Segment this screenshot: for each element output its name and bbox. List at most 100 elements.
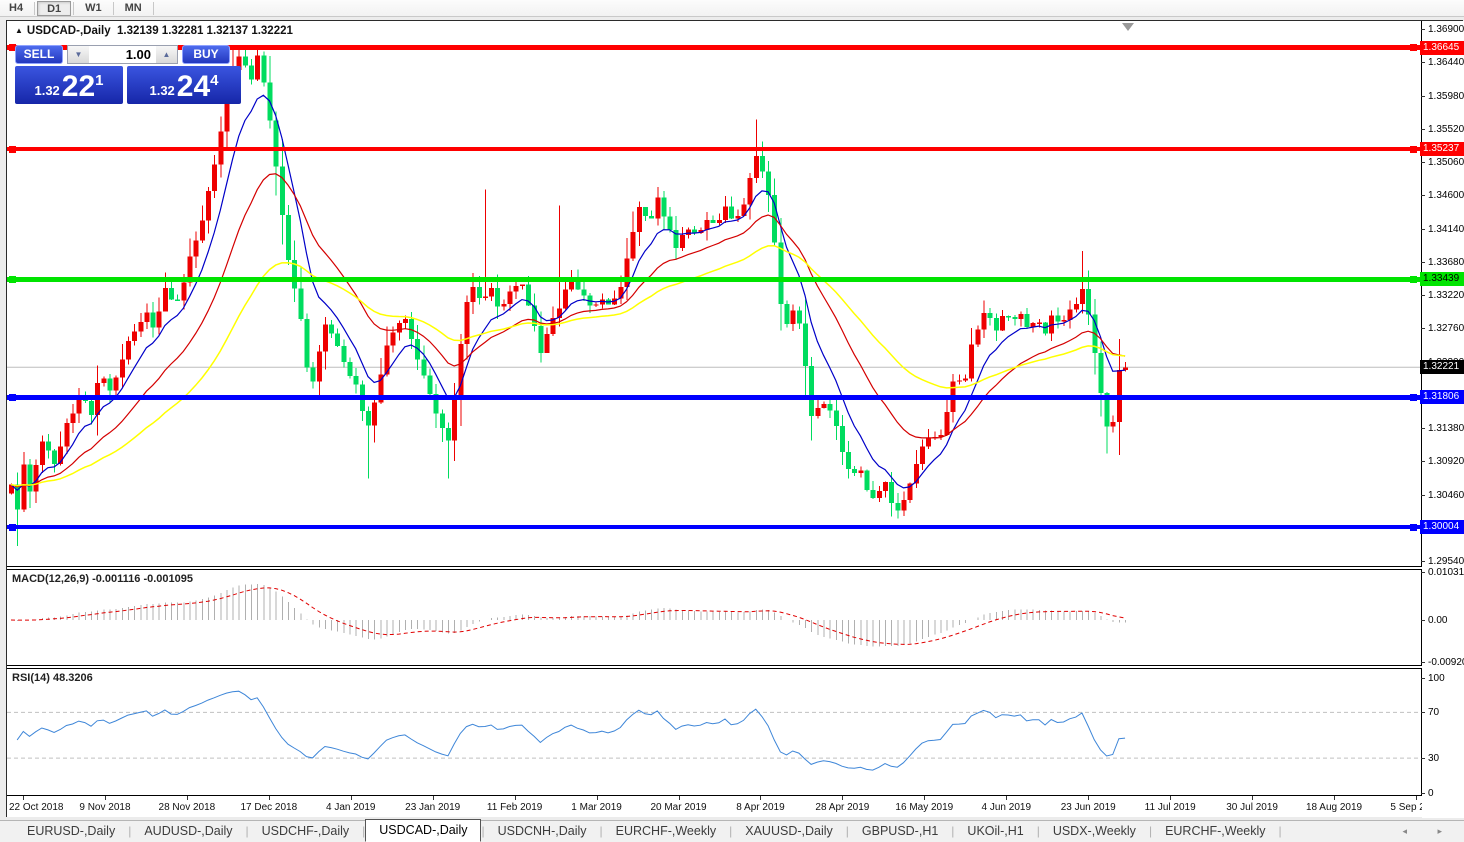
x-axis-label: 20 Mar 2019 [650, 802, 707, 813]
one-click-trade-panel: SELL ▼ ▲ BUY 1.32 22 1 1.32 24 4 [15, 45, 241, 104]
rsi-axis-tick-mark [1421, 678, 1425, 679]
level-line-1.33439[interactable] [7, 275, 1420, 283]
timeframe-button-w1[interactable]: W1 [85, 1, 102, 14]
timeframe-button-mn[interactable]: MN [124, 1, 142, 14]
macd-axis-tick-mark [1421, 572, 1425, 574]
rsi-panel[interactable]: RSI(14) 48.3206 [7, 668, 1422, 796]
tab-usdx-weekly[interactable]: USDX-,Weekly [1052, 824, 1136, 838]
tab-separator: | [481, 824, 485, 838]
sell-price-pips: 22 [61, 70, 96, 103]
tab-scroll-arrows[interactable]: ◂ ▸ [1402, 826, 1456, 836]
rsi-plot[interactable] [7, 669, 1420, 795]
level-line-anchor[interactable] [1410, 275, 1417, 283]
rsi-axis-tick-mark [1421, 792, 1425, 794]
symbol-triangle-icon: ▲ [15, 26, 23, 35]
y-axis-tick-mark [1421, 95, 1425, 97]
volume-decrease-button[interactable]: ▼ [68, 46, 89, 63]
y-axis-tick-mark [1421, 62, 1425, 64]
y-axis-label: 1.30460 [1428, 489, 1464, 501]
y-axis-label: 1.36440 [1428, 57, 1464, 69]
y-axis-tick-mark [1421, 428, 1425, 430]
tab-xauusd-daily[interactable]: XAUUSD-,Daily [745, 824, 833, 838]
price-badge-level: 1.31806 [1420, 390, 1464, 405]
y-axis[interactable]: 1.36645 1.35237 1.33439 1.31806 1.30004 1.322… [1420, 21, 1464, 818]
x-axis-tick-mark [514, 796, 516, 800]
macd-plot[interactable] [7, 570, 1420, 665]
level-line-anchor[interactable] [9, 393, 16, 401]
level-line-1.31806[interactable] [7, 393, 1420, 401]
sell-button[interactable]: SELL [15, 45, 63, 64]
x-axis-label: 4 Jan 2019 [326, 802, 376, 813]
sell-price-prefix: 1.32 [34, 83, 60, 98]
y-axis-label: 1.33220 [1428, 290, 1464, 302]
volume-input[interactable] [89, 46, 156, 63]
level-line-anchor[interactable] [9, 275, 16, 283]
level-line-anchor[interactable] [9, 145, 16, 153]
price-badge-current: 1.32221 [1420, 360, 1464, 375]
rsi-axis-tick-mark [1421, 758, 1425, 760]
level-line-anchor[interactable] [9, 44, 16, 52]
level-line-1.36645[interactable] [7, 44, 1420, 52]
y-axis-tick-mark [1421, 461, 1425, 463]
x-axis-tick-mark [432, 796, 434, 800]
tab-separator: | [599, 824, 603, 838]
y-axis-tick-mark [1421, 128, 1425, 130]
volume-increase-button[interactable]: ▲ [156, 46, 177, 63]
x-axis-tick-mark [1252, 796, 1254, 800]
rsi-axis-label: 0 [1428, 787, 1434, 799]
x-axis[interactable]: 22 Oct 2018 9 Nov 2018 28 Nov 2018 17 Dec 2… [7, 796, 1442, 817]
tab-usdcnh-daily[interactable]: USDCNH-,Daily [497, 824, 587, 838]
price-chart-panel[interactable] [7, 21, 1422, 567]
buy-price-box[interactable]: 1.32 24 4 [127, 66, 241, 104]
chart-symbol-label: USDCAD-,Daily [26, 25, 111, 37]
x-axis-tick-mark [842, 796, 844, 800]
timeframe-button-h4[interactable]: H4 [9, 1, 24, 14]
x-axis-tick-mark [1088, 796, 1090, 800]
sell-price-box[interactable]: 1.32 22 1 [15, 66, 123, 104]
level-line-anchor[interactable] [1410, 145, 1417, 153]
tab-eurusd-daily[interactable]: EURUSD-,Daily [27, 824, 116, 838]
tab-gbpusd-h1[interactable]: GBPUSD-,H1 [861, 824, 939, 838]
macd-panel[interactable]: MACD(12,26,9) -0.001116 -0.001095 [7, 569, 1422, 666]
level-line-anchor[interactable] [9, 523, 16, 531]
tab-ukoil-h1[interactable]: UKOil-,H1 [967, 824, 1024, 838]
toolbar-separator [34, 1, 36, 15]
rsi-axis-tick-mark [1421, 712, 1425, 714]
toolbar-separator [73, 1, 75, 15]
x-axis-label: 11 Feb 2019 [486, 802, 543, 813]
level-line-1.35237[interactable] [7, 145, 1420, 153]
x-axis-label: 8 Apr 2019 [736, 802, 785, 813]
level-line-anchor[interactable] [1410, 393, 1417, 401]
x-axis-tick-mark [104, 796, 106, 800]
level-line-anchor[interactable] [1410, 523, 1417, 531]
rsi-axis-label: 100 [1428, 673, 1445, 684]
tab-separator: | [951, 824, 955, 838]
tab-usdchf-daily[interactable]: USDCHF-,Daily [261, 824, 350, 838]
candles-group [9, 45, 1129, 546]
x-axis-tick-mark [350, 796, 352, 800]
tab-eurchf-weekly[interactable]: EURCHF-,Weekly [615, 824, 717, 838]
x-axis-tick-mark [678, 796, 680, 800]
x-axis-tick-mark [1006, 796, 1008, 800]
tab-eurchf-weekly[interactable]: EURCHF-,Weekly [1165, 824, 1266, 838]
tab-usdcad-daily[interactable]: USDCAD-,Daily [365, 819, 482, 842]
macd-axis-label: 0.010311 [1428, 567, 1464, 579]
tab-separator: | [362, 824, 366, 838]
level-line-anchor[interactable] [1410, 44, 1417, 52]
buy-button[interactable]: BUY [182, 45, 230, 64]
price-badge-level: 1.35237 [1420, 142, 1464, 157]
chart-shift-marker-icon[interactable] [1122, 23, 1134, 31]
price-badge-level: 1.33439 [1420, 272, 1464, 287]
buy-price-prefix: 1.32 [149, 83, 175, 98]
x-axis-label: 28 Nov 2018 [158, 802, 216, 813]
candlestick-plot[interactable] [7, 21, 1420, 565]
timeframe-button-d1[interactable]: D1 [37, 0, 72, 16]
macd-axis-label: 0.00 [1428, 615, 1448, 626]
tab-separator: | [245, 824, 249, 838]
tab-audusd-daily[interactable]: AUDUSD-,Daily [144, 824, 233, 838]
level-line-1.30004[interactable] [7, 523, 1420, 531]
timeframe-toolbar: H4 D1 W1 MN [0, 0, 1464, 17]
y-axis-tick-mark [1421, 195, 1425, 197]
rsi-axis-label: 30 [1428, 753, 1440, 765]
x-axis-tick-mark [1415, 796, 1417, 800]
